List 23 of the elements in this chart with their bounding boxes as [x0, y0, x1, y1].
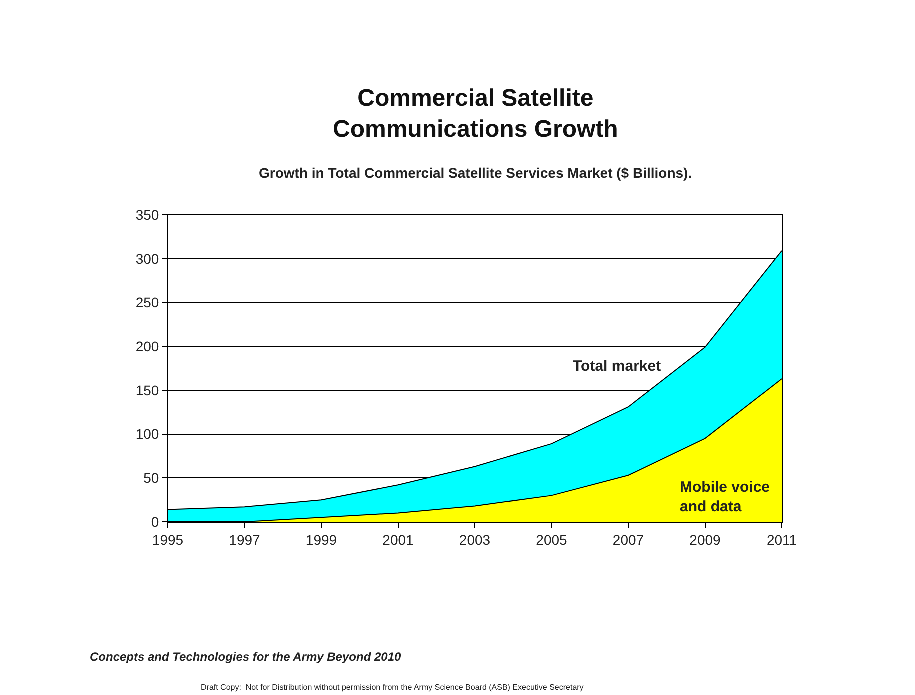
x-tick-label: 2005 — [536, 532, 568, 548]
x-tick-label: 2009 — [690, 532, 722, 548]
y-tick-label: 300 — [136, 250, 160, 267]
chart-title: Commercial Satellite Communications Growth — [333, 85, 618, 144]
y-tick-label: 100 — [136, 426, 160, 442]
text: Draft Copy: Not for Distribution without permission from the Army Science Board (ASB) Executive Secretary — [201, 683, 584, 692]
y-tick-label: 150 — [136, 382, 160, 398]
x-tick-label: 2007 — [612, 532, 644, 548]
y-tick-label: 250 — [136, 294, 160, 311]
text: Concepts and Technologies for the Army Beyond 2010 — [90, 650, 402, 664]
y-tick-label: 0 — [151, 514, 160, 530]
x-tick-label: 1997 — [229, 532, 261, 548]
y-tick-label: 200 — [136, 338, 160, 354]
x-tick-label: 1999 — [306, 532, 338, 548]
series-label: Mobile voice and data — [680, 479, 770, 516]
x-tick-label: 1995 — [152, 532, 184, 548]
x-tick-label: 2001 — [382, 532, 414, 548]
series-label: Total market — [573, 358, 662, 375]
y-tick-label: 50 — [144, 470, 160, 486]
chart-subtitle: Growth in Total Commercial Satellite Services Market ($ Billions). — [259, 165, 692, 181]
x-tick-label: 2011 — [766, 532, 798, 548]
y-tick-label: 350 — [136, 206, 160, 223]
x-tick-label: 2003 — [459, 532, 491, 548]
